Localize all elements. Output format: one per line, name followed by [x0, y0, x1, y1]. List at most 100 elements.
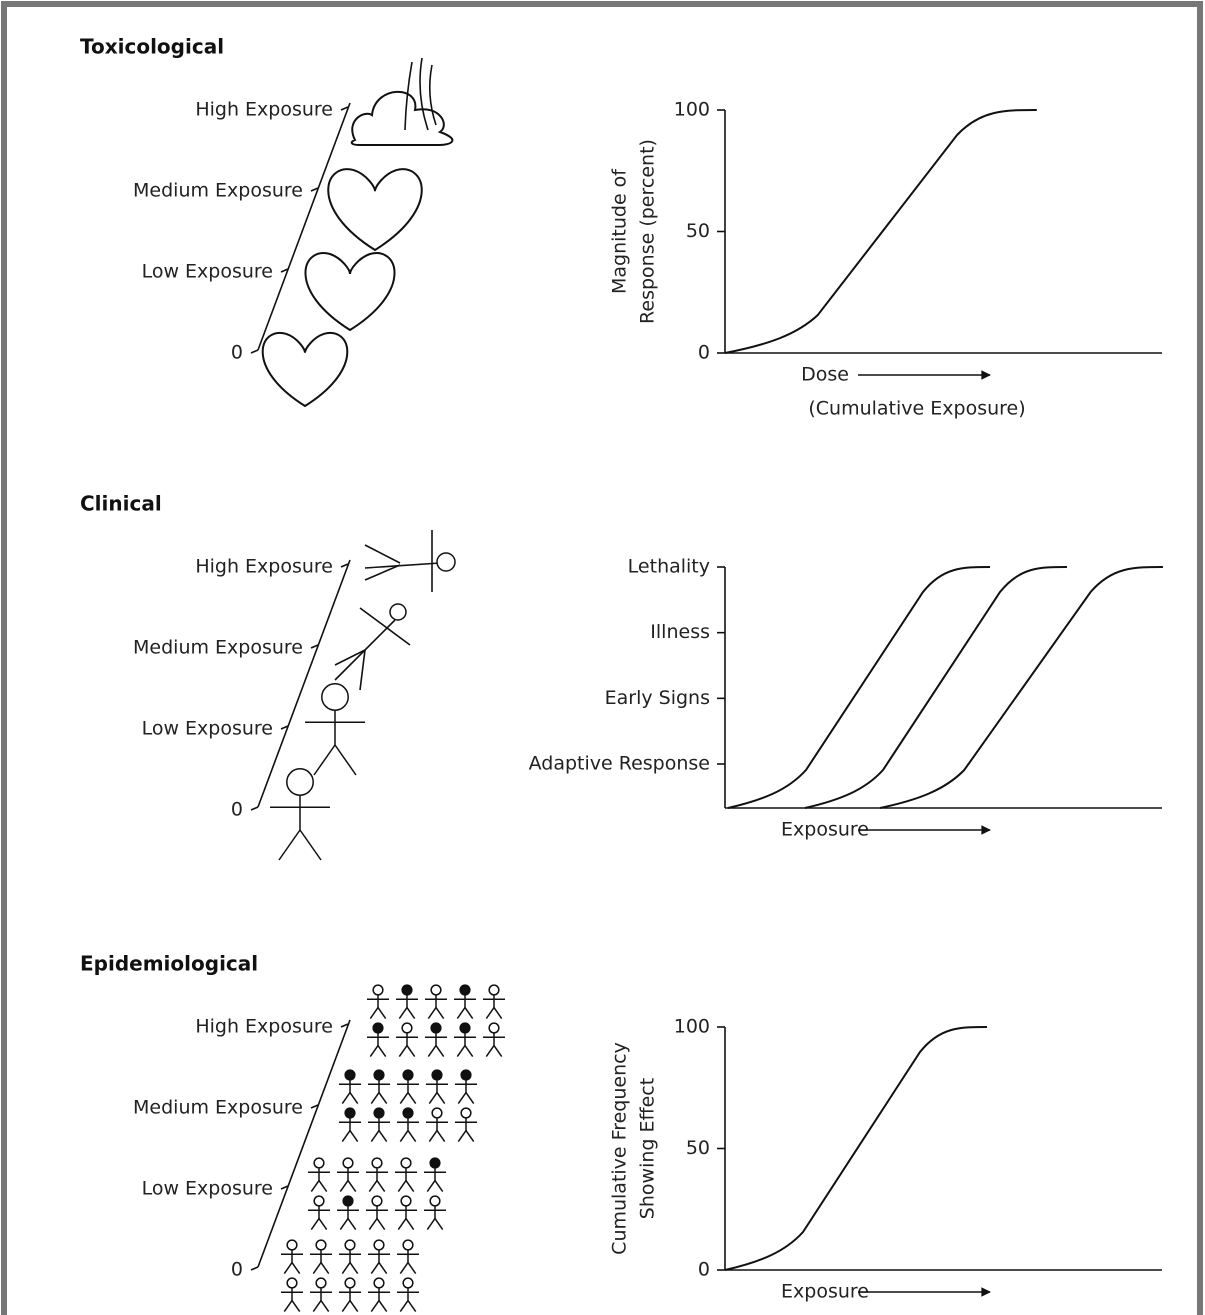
y-tick-label: 0	[698, 1259, 710, 1281]
person-leg	[378, 1046, 386, 1057]
person-head	[343, 1158, 353, 1168]
person-head	[343, 1196, 353, 1206]
person-leg	[377, 1219, 385, 1230]
person-head	[372, 1158, 382, 1168]
person-head	[403, 1108, 413, 1118]
person-leg	[313, 1263, 321, 1274]
person-head	[403, 1278, 413, 1288]
person-leg	[350, 1131, 358, 1142]
person-leg	[458, 1131, 466, 1142]
exposure-label: 0	[231, 1259, 243, 1281]
person-leg	[371, 1301, 379, 1312]
person-head	[314, 1158, 324, 1168]
person-head	[345, 1070, 355, 1080]
person-leg	[379, 1093, 387, 1104]
x-axis-label: Dose	[801, 364, 849, 386]
panel-title: Epidemiological	[80, 952, 258, 976]
person-leg	[457, 1046, 465, 1057]
x-axis-label: (Cumulative Exposure)	[808, 398, 1025, 420]
person-head	[431, 1023, 441, 1033]
person-head	[374, 1108, 384, 1118]
person-head	[287, 769, 313, 795]
exposure-label: Medium Exposure	[133, 180, 303, 202]
person-leg	[342, 1093, 350, 1104]
person-leg	[365, 545, 400, 563]
scale-tick	[251, 350, 258, 353]
person-leg	[342, 1131, 350, 1142]
person-head	[401, 1196, 411, 1206]
person-leg	[465, 1008, 473, 1019]
person-leg	[436, 1046, 444, 1057]
person-head	[402, 1023, 412, 1033]
exposure-label: Low Exposure	[142, 718, 273, 740]
heart	[305, 253, 394, 330]
person-leg	[408, 1263, 416, 1274]
person-leg	[399, 1008, 407, 1019]
person-leg	[400, 1263, 408, 1274]
exposure-label: High Exposure	[195, 99, 333, 121]
person-leg	[340, 1181, 348, 1192]
y-axis-label: Magnitude of	[609, 168, 631, 294]
y-tick-label: 50	[686, 1137, 710, 1159]
person-head	[314, 1196, 324, 1206]
person-leg	[313, 1301, 321, 1312]
person-head	[432, 1070, 442, 1080]
person-leg	[406, 1219, 414, 1230]
y-tick-label: 100	[674, 1016, 710, 1038]
exposure-label: High Exposure	[195, 556, 333, 578]
response-curve	[725, 1027, 987, 1270]
scale-tick	[251, 1267, 258, 1270]
response-curve	[725, 110, 1037, 353]
person-leg	[407, 1046, 415, 1057]
person-leg	[369, 1181, 377, 1192]
person-head	[461, 1070, 471, 1080]
person-leg	[408, 1301, 416, 1312]
person-leg	[335, 650, 365, 665]
person-head	[345, 1108, 355, 1118]
person-leg	[284, 1301, 292, 1312]
exposure-scale	[258, 1020, 350, 1267]
person-leg	[311, 1219, 319, 1230]
y-tick-label: Lethality	[628, 556, 710, 578]
person-head	[390, 604, 406, 620]
diagram: Toxicological High Exposure Medium Exposur…	[0, 0, 1205, 1315]
person-head	[345, 1278, 355, 1288]
person-head	[345, 1240, 355, 1250]
person-leg	[371, 1263, 379, 1274]
person-head	[430, 1196, 440, 1206]
person-leg	[465, 1046, 473, 1057]
person-head	[460, 1023, 470, 1033]
person-leg	[370, 1046, 378, 1057]
person-leg	[399, 1046, 407, 1057]
person-head	[374, 1278, 384, 1288]
person-leg	[319, 1219, 327, 1230]
person-leg	[284, 1263, 292, 1274]
person-leg	[371, 1093, 379, 1104]
person-head	[432, 1108, 442, 1118]
person-head	[373, 1023, 383, 1033]
person-head	[373, 985, 383, 995]
person-leg	[379, 1301, 387, 1312]
panel-title: Toxicological	[80, 35, 224, 59]
x-axis-label: Exposure	[781, 1281, 869, 1303]
person-leg	[437, 1131, 445, 1142]
person-head	[403, 1070, 413, 1080]
y-axis-label: Response (percent)	[637, 139, 659, 324]
x-axis-label: Exposure	[781, 819, 869, 841]
person-head	[430, 1158, 440, 1168]
exposure-label: 0	[231, 799, 243, 821]
person-leg	[435, 1181, 443, 1192]
person-leg	[494, 1008, 502, 1019]
person-leg	[314, 745, 335, 775]
response-curve	[880, 567, 1163, 808]
exposure-scale	[258, 103, 350, 350]
person-head	[431, 985, 441, 995]
wave	[420, 58, 428, 130]
person-leg	[348, 1219, 356, 1230]
person-leg	[406, 1181, 414, 1192]
person-leg	[429, 1131, 437, 1142]
person-leg	[457, 1008, 465, 1019]
y-tick-label: Illness	[650, 621, 710, 643]
person-leg	[311, 1181, 319, 1192]
y-tick-label: 50	[686, 220, 710, 242]
